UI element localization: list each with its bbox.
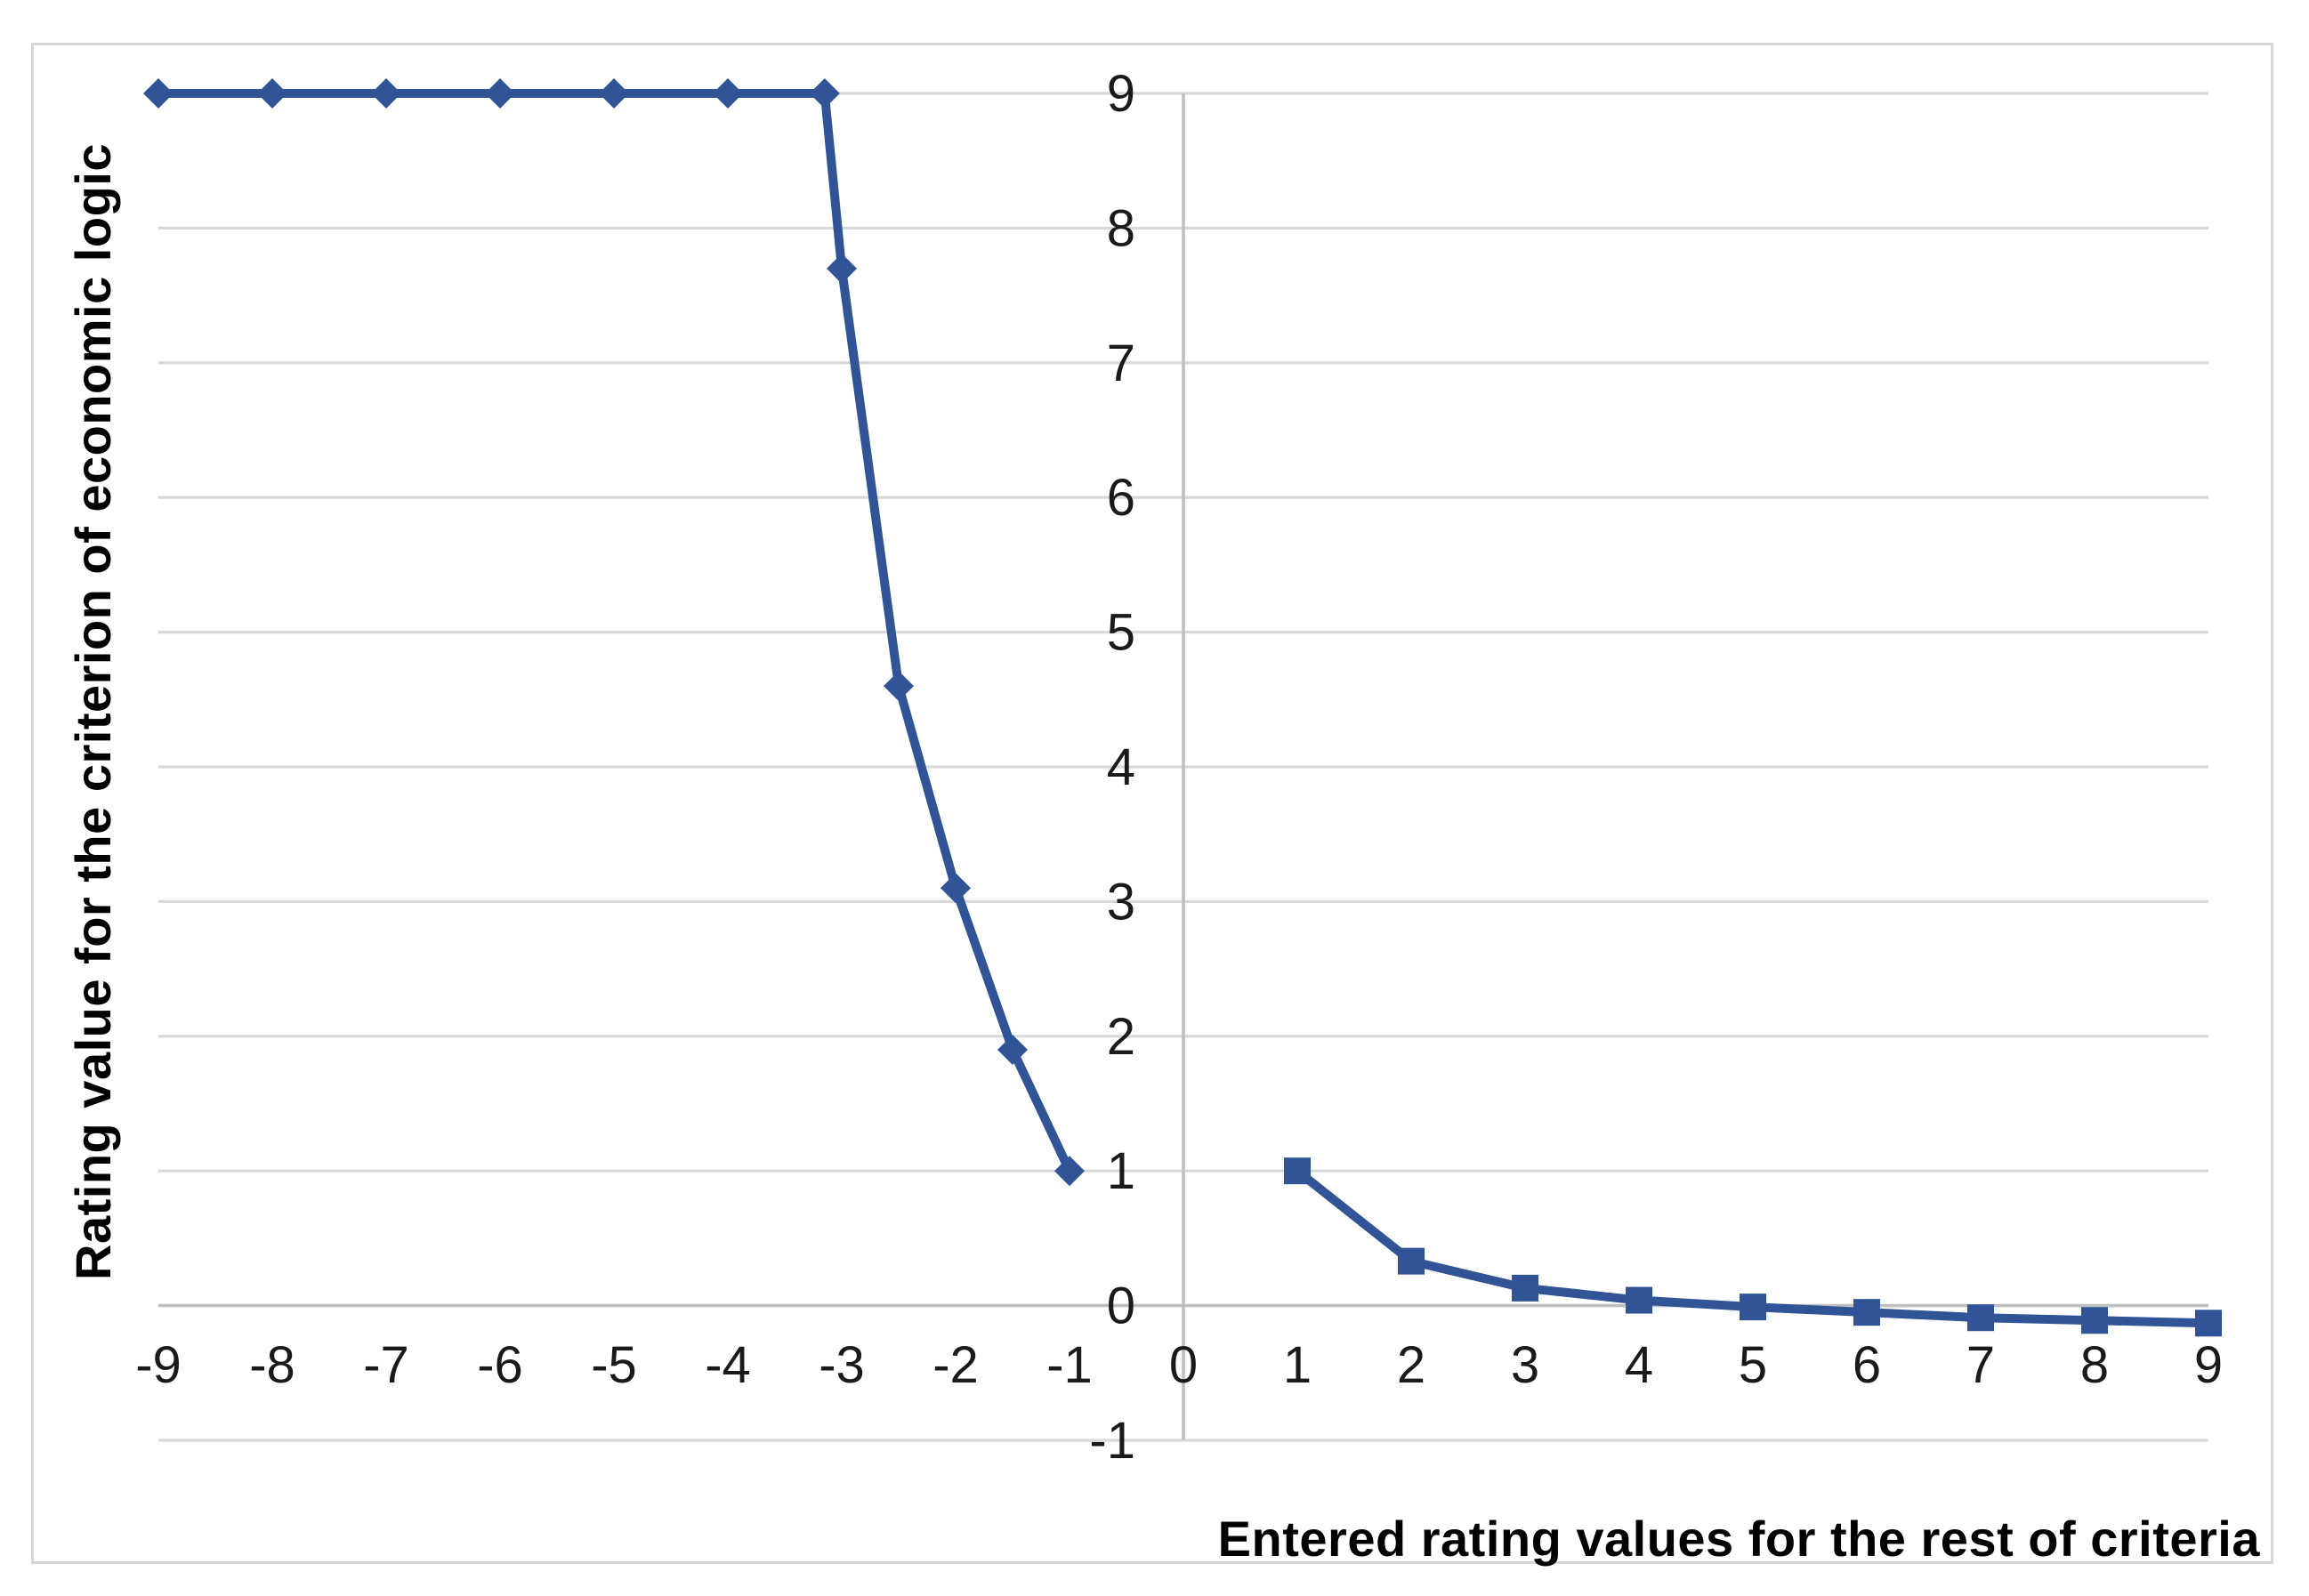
data-point-marker-diamond	[884, 671, 914, 702]
y-axis-title: Rating value for the criterion of econom…	[64, 143, 121, 1280]
x-tick-label: 7	[1966, 1336, 1995, 1394]
y-tick-label: 9	[1107, 65, 1135, 123]
chart-border-frame	[31, 43, 2273, 1564]
x-tick-label: 5	[1739, 1336, 1767, 1394]
data-point-marker-diamond	[257, 78, 287, 109]
x-tick-label: -8	[249, 1336, 295, 1394]
x-tick-label: 1	[1283, 1336, 1312, 1394]
data-point-marker-square	[1284, 1157, 1311, 1185]
y-tick-label: -1	[1089, 1412, 1135, 1470]
data-point-marker-diamond	[1054, 1156, 1085, 1187]
x-tick-label: -7	[363, 1336, 409, 1394]
data-point-marker-diamond	[827, 253, 857, 284]
data-point-marker-square	[1626, 1286, 1652, 1314]
x-tick-label: -2	[932, 1336, 979, 1394]
data-point-marker-square	[1853, 1299, 1880, 1326]
data-point-marker-square	[1740, 1294, 1766, 1321]
y-tick-label: 8	[1107, 199, 1135, 257]
data-point-marker-square	[1967, 1304, 1994, 1332]
x-tick-label: 2	[1397, 1336, 1425, 1394]
y-tick-label: 4	[1107, 738, 1135, 796]
x-axis-title: Entered rating values for the rest of cr…	[1217, 1511, 2260, 1567]
data-point-marker-diamond	[713, 78, 743, 109]
x-tick-label: -4	[705, 1336, 751, 1394]
y-tick-label: 1	[1107, 1142, 1135, 1200]
x-tick-label: 3	[1511, 1336, 1539, 1394]
x-tick-label: 0	[1169, 1336, 1198, 1394]
y-tick-label: 7	[1107, 335, 1135, 392]
x-tick-label: -3	[819, 1336, 865, 1394]
data-point-marker-diamond	[997, 1034, 1028, 1065]
y-tick-label: 2	[1107, 1008, 1135, 1066]
data-point-marker-square	[2195, 1310, 2222, 1337]
x-tick-label: 6	[1853, 1336, 1881, 1394]
y-tick-label: 6	[1107, 469, 1135, 527]
data-point-marker-diamond	[143, 78, 174, 109]
y-tick-label: 0	[1107, 1278, 1135, 1335]
x-tick-label: -9	[135, 1336, 182, 1394]
x-tick-label: -5	[591, 1336, 637, 1394]
data-point-marker-square	[1512, 1274, 1538, 1302]
x-tick-label: -6	[477, 1336, 523, 1394]
x-tick-label: -1	[1046, 1336, 1093, 1394]
y-tick-label: 5	[1107, 604, 1135, 662]
data-point-marker-diamond	[599, 78, 629, 109]
x-tick-label: 8	[2080, 1336, 2109, 1394]
data-point-marker-square	[2081, 1307, 2108, 1334]
x-tick-label: 9	[2194, 1336, 2223, 1394]
diamond-series-line	[154, 89, 1074, 1176]
y-axis-title-area: Rating value for the criterion of econom…	[34, 9, 151, 1415]
data-point-marker-diamond	[485, 78, 515, 109]
data-point-marker-square	[1398, 1247, 1425, 1275]
y-tick-label: 3	[1107, 873, 1135, 931]
data-point-marker-diamond	[371, 78, 401, 109]
x-tick-label: 4	[1625, 1336, 1653, 1394]
data-point-marker-diamond	[941, 873, 971, 904]
data-point-marker-diamond	[809, 78, 840, 109]
